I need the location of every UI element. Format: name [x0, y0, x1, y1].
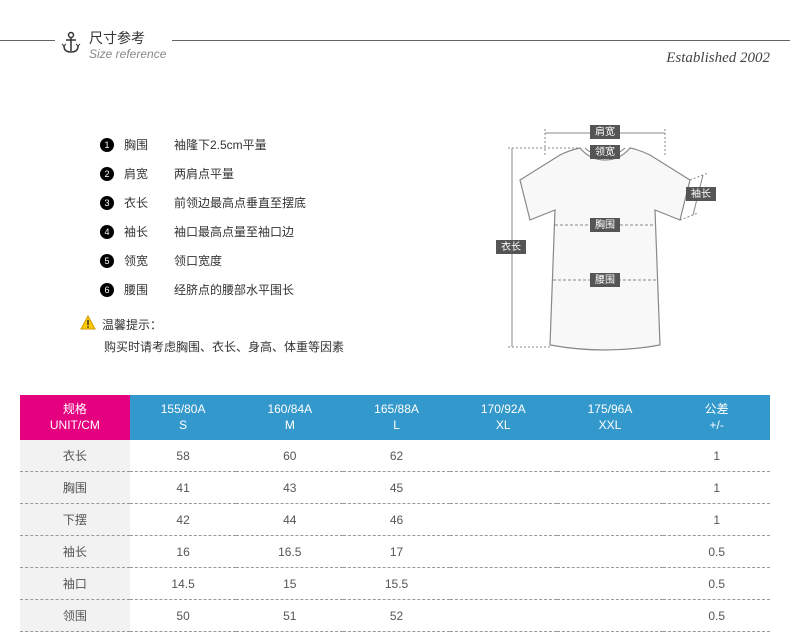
tip-body: 购买时请考虑胸围、衣长、身高、体重等因素	[104, 338, 344, 355]
definition-row: 1 胸围袖隆下2.5cm平量	[100, 130, 400, 159]
definition-desc: 经脐点的腰部水平围长	[174, 281, 294, 298]
number-badge: 5	[100, 254, 114, 268]
th-size: 160/84AM	[236, 395, 343, 440]
cell-tolerance: 1	[663, 440, 770, 472]
definition-desc: 袖隆下2.5cm平量	[174, 136, 267, 153]
row-label: 下摆	[20, 504, 130, 536]
definition-term: 袖长	[124, 223, 174, 240]
cell-value	[557, 504, 664, 536]
definition-row: 6 腰围经脐点的腰部水平围长	[100, 275, 400, 304]
definition-term: 领宽	[124, 252, 174, 269]
definition-term: 腰围	[124, 281, 174, 298]
definition-row: 4 袖长袖口最高点量至袖口边	[100, 217, 400, 246]
definition-term: 胸围	[124, 136, 174, 153]
cell-value: 14.5	[130, 568, 237, 600]
header-title-en: Size reference	[89, 47, 166, 61]
cell-value: 15	[236, 568, 343, 600]
cell-value: 42	[130, 504, 237, 536]
cell-value: 52	[343, 600, 450, 632]
table-row: 衣长586062 1	[20, 440, 770, 472]
cell-value	[450, 600, 557, 632]
table-row: 下摆424446 1	[20, 504, 770, 536]
tip-block: 温馨提示： 购买时请考虑胸围、衣长、身高、体重等因素	[80, 315, 344, 355]
number-badge: 3	[100, 196, 114, 210]
warning-icon	[80, 315, 96, 334]
label-sleeve: 袖长	[691, 187, 711, 200]
cell-value: 17	[343, 536, 450, 568]
definition-desc: 袖口最高点量至袖口边	[174, 223, 294, 240]
cell-tolerance: 0.5	[663, 536, 770, 568]
definition-row: 5 领宽领口宽度	[100, 246, 400, 275]
label-neck: 领宽	[595, 145, 615, 158]
table-row: 领围505152 0.5	[20, 600, 770, 632]
size-table-body: 衣长586062 1 胸围414345 1 下摆424446 1 袖长1616.517 0.5…	[20, 440, 770, 632]
cell-value: 60	[236, 440, 343, 472]
th-size: 155/80AS	[130, 395, 237, 440]
label-waist: 腰围	[595, 274, 615, 286]
definitions-list: 1 胸围袖隆下2.5cm平量 2 肩宽两肩点平量 3 衣长前领边最高点垂直至摆底 4 袖长袖口…	[100, 130, 400, 304]
section-header: 尺寸参考 Size reference	[55, 30, 172, 61]
size-table-head: 规格UNIT/CM155/80AS160/84AM165/88AL170/92A…	[20, 395, 770, 440]
cell-value	[557, 600, 664, 632]
row-label: 胸围	[20, 472, 130, 504]
label-shoulder: 肩宽	[595, 125, 615, 138]
table-row: 袖口14.51515.5 0.5	[20, 568, 770, 600]
cell-value	[557, 472, 664, 504]
th-size: 165/88AL	[343, 395, 450, 440]
cell-value	[450, 440, 557, 472]
cell-value	[450, 568, 557, 600]
cell-value: 51	[236, 600, 343, 632]
cell-value: 58	[130, 440, 237, 472]
cell-value: 45	[343, 472, 450, 504]
definition-term: 衣长	[124, 194, 174, 211]
cell-value: 44	[236, 504, 343, 536]
definition-desc: 前领边最高点垂直至摆底	[174, 194, 306, 211]
label-chest: 胸围	[595, 218, 615, 231]
definition-desc: 领口宽度	[174, 252, 222, 269]
cell-value: 62	[343, 440, 450, 472]
table-row: 胸围414345 1	[20, 472, 770, 504]
cell-value	[450, 504, 557, 536]
row-label: 衣长	[20, 440, 130, 472]
table-row: 袖长1616.517 0.5	[20, 536, 770, 568]
number-badge: 2	[100, 167, 114, 181]
cell-value: 15.5	[343, 568, 450, 600]
cell-value: 43	[236, 472, 343, 504]
cell-tolerance: 1	[663, 504, 770, 536]
definition-term: 肩宽	[124, 165, 174, 182]
cell-value: 50	[130, 600, 237, 632]
number-badge: 6	[100, 283, 114, 297]
definition-desc: 两肩点平量	[174, 165, 234, 182]
row-label: 袖口	[20, 568, 130, 600]
cell-value	[557, 568, 664, 600]
tshirt-diagram: 肩宽 领宽 袖长 胸围 腰围 衣长	[490, 115, 720, 365]
cell-value: 16	[130, 536, 237, 568]
definition-row: 2 肩宽两肩点平量	[100, 159, 400, 188]
size-table: 规格UNIT/CM155/80AS160/84AM165/88AL170/92A…	[20, 395, 770, 632]
cell-tolerance: 0.5	[663, 600, 770, 632]
th-size: 175/96AXXL	[557, 395, 664, 440]
th-size: 170/92AXL	[450, 395, 557, 440]
definition-row: 3 衣长前领边最高点垂直至摆底	[100, 188, 400, 217]
cell-value	[450, 472, 557, 504]
cell-value	[450, 536, 557, 568]
th-tolerance: 公差+/-	[663, 395, 770, 440]
tip-title: 温馨提示：	[102, 316, 162, 333]
anchor-icon	[61, 31, 81, 60]
number-badge: 1	[100, 138, 114, 152]
th-spec: 规格UNIT/CM	[20, 395, 130, 440]
cell-tolerance: 0.5	[663, 568, 770, 600]
label-length: 衣长	[501, 240, 521, 253]
cell-value	[557, 536, 664, 568]
cell-value: 46	[343, 504, 450, 536]
header-title-cn: 尺寸参考	[89, 30, 166, 47]
cell-value: 41	[130, 472, 237, 504]
row-label: 领围	[20, 600, 130, 632]
cell-value	[557, 440, 664, 472]
brand-text: Established 2002	[666, 50, 770, 67]
cell-value: 16.5	[236, 536, 343, 568]
row-label: 袖长	[20, 536, 130, 568]
number-badge: 4	[100, 225, 114, 239]
cell-tolerance: 1	[663, 472, 770, 504]
